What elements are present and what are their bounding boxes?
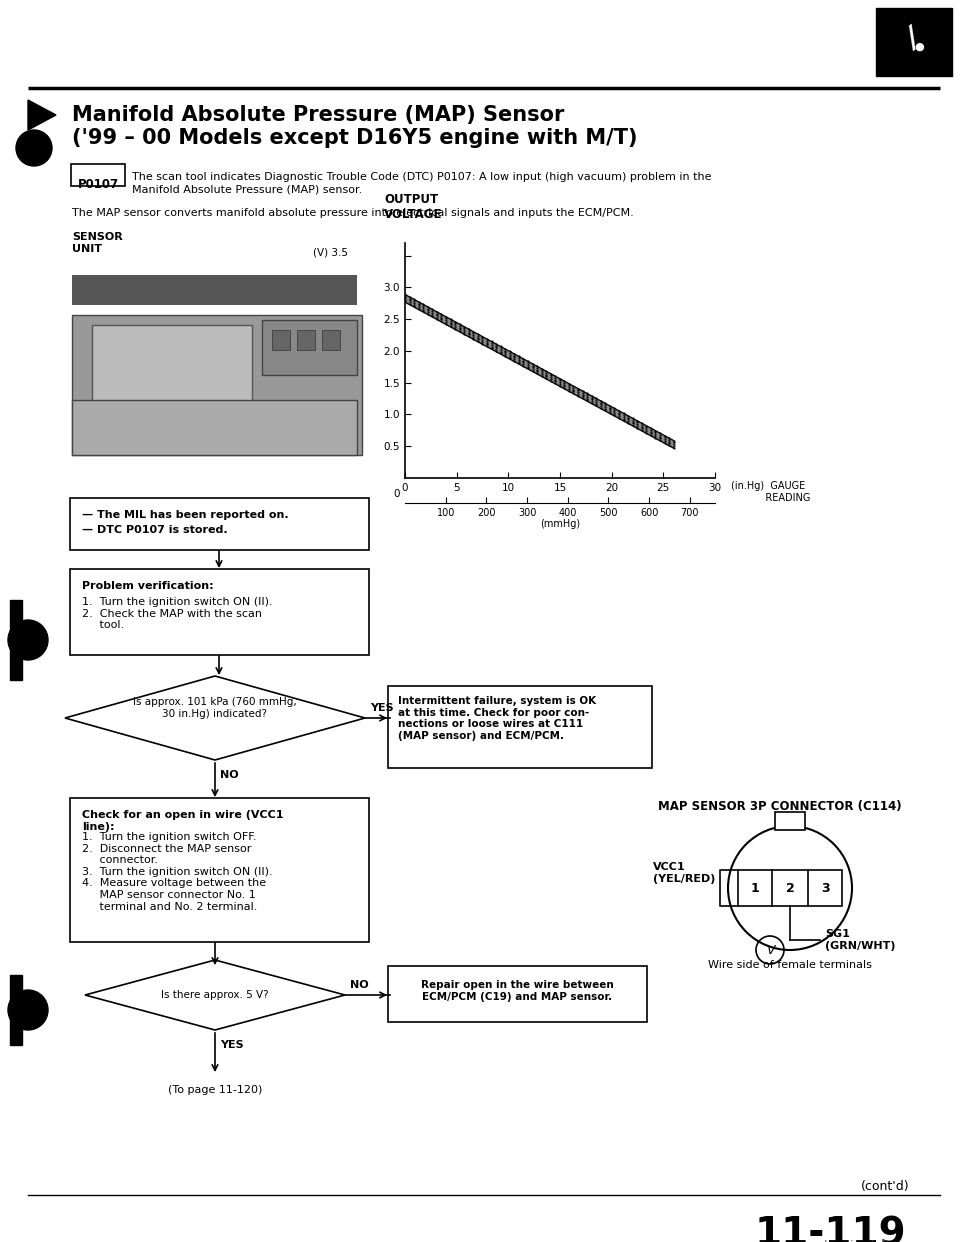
Text: SENSOR: SENSOR — [72, 232, 123, 242]
Text: Manifold Absolute Pressure (MAP) Sensor: Manifold Absolute Pressure (MAP) Sensor — [72, 106, 564, 125]
Text: YES: YES — [220, 1040, 244, 1049]
Text: 1.  Turn the ignition switch ON (II).
2.  Check the MAP with the scan
     tool.: 1. Turn the ignition switch ON (II). 2. … — [82, 597, 273, 630]
Text: VCC1
(YEL/RED): VCC1 (YEL/RED) — [653, 862, 715, 884]
Circle shape — [16, 130, 52, 166]
FancyBboxPatch shape — [738, 869, 842, 905]
Polygon shape — [876, 7, 952, 76]
Text: (V) 3.5: (V) 3.5 — [313, 247, 348, 257]
Text: (mmHg): (mmHg) — [540, 519, 580, 529]
FancyBboxPatch shape — [262, 320, 357, 375]
FancyBboxPatch shape — [70, 569, 369, 655]
FancyBboxPatch shape — [388, 966, 647, 1022]
FancyBboxPatch shape — [388, 686, 652, 768]
Text: 0: 0 — [394, 489, 399, 499]
Text: 11-119: 11-119 — [755, 1215, 906, 1242]
Text: MAP SENSOR 3P CONNECTOR (C114): MAP SENSOR 3P CONNECTOR (C114) — [659, 800, 901, 814]
Text: NO: NO — [220, 770, 239, 780]
Text: (in.Hg)  GAUGE
           READING: (in.Hg) GAUGE READING — [731, 481, 810, 503]
Polygon shape — [10, 600, 22, 681]
FancyBboxPatch shape — [70, 799, 369, 941]
Text: 3: 3 — [821, 882, 829, 894]
Text: YES: YES — [370, 703, 394, 713]
Text: (cont'd): (cont'd) — [861, 1180, 910, 1194]
Text: ('99 – 00 Models except D16Y5 engine with M/T): ('99 – 00 Models except D16Y5 engine wit… — [72, 128, 637, 148]
Text: carmanualsonline.info: carmanualsonline.info — [768, 1240, 892, 1242]
Text: 1: 1 — [751, 882, 759, 894]
Text: Manifold Absolute Pressure (MAP) sensor.: Manifold Absolute Pressure (MAP) sensor. — [132, 184, 362, 194]
FancyBboxPatch shape — [297, 330, 315, 350]
Text: 1.  Turn the ignition switch OFF.
2.  Disconnect the MAP sensor
     connector.
: 1. Turn the ignition switch OFF. 2. Disc… — [82, 832, 273, 912]
Text: Intermittent failure, system is OK
at this time. Check for poor con-
nections or: Intermittent failure, system is OK at th… — [398, 696, 596, 740]
FancyBboxPatch shape — [71, 164, 125, 186]
Polygon shape — [85, 960, 345, 1030]
FancyBboxPatch shape — [322, 330, 340, 350]
Text: Is there approx. 5 V?: Is there approx. 5 V? — [161, 990, 269, 1000]
FancyBboxPatch shape — [775, 812, 805, 830]
Text: The MAP sensor converts manifold absolute pressure into electrical signals and i: The MAP sensor converts manifold absolut… — [72, 207, 634, 219]
FancyBboxPatch shape — [72, 400, 357, 455]
FancyBboxPatch shape — [70, 498, 369, 550]
Text: Check for an open in wire (VCC1
line):: Check for an open in wire (VCC1 line): — [82, 810, 283, 832]
Text: Problem verification:: Problem verification: — [82, 581, 214, 591]
FancyBboxPatch shape — [72, 274, 357, 306]
Text: /: / — [901, 25, 926, 53]
Polygon shape — [65, 676, 365, 760]
Text: OUTPUT
VOLTAGE: OUTPUT VOLTAGE — [384, 193, 443, 221]
Text: The scan tool indicates Diagnostic Trouble Code (DTC) P0107: A low input (high v: The scan tool indicates Diagnostic Troub… — [132, 171, 711, 183]
Text: UNIT: UNIT — [72, 243, 102, 255]
Text: (To page 11-120): (To page 11-120) — [168, 1086, 262, 1095]
Text: ●: ● — [914, 42, 924, 52]
Circle shape — [8, 990, 48, 1030]
Text: SG1
(GRN/WHT): SG1 (GRN/WHT) — [825, 929, 896, 951]
Text: P0107: P0107 — [78, 178, 119, 191]
FancyBboxPatch shape — [272, 330, 290, 350]
Text: — DTC P0107 is stored.: — DTC P0107 is stored. — [82, 525, 228, 535]
Polygon shape — [10, 975, 22, 1045]
FancyBboxPatch shape — [72, 315, 362, 455]
Text: Wire side of female terminals: Wire side of female terminals — [708, 960, 872, 970]
Text: Repair open in the wire between
ECM/PCM (C19) and MAP sensor.: Repair open in the wire between ECM/PCM … — [420, 980, 613, 1001]
FancyBboxPatch shape — [92, 325, 252, 425]
Circle shape — [8, 620, 48, 660]
Text: — The MIL has been reported on.: — The MIL has been reported on. — [82, 510, 289, 520]
Text: 2: 2 — [785, 882, 794, 894]
Text: NO: NO — [350, 980, 369, 990]
Text: Is approx. 101 kPa (760 mmHg,
30 in.Hg) indicated?: Is approx. 101 kPa (760 mmHg, 30 in.Hg) … — [133, 697, 297, 719]
Polygon shape — [28, 101, 56, 130]
Text: V: V — [766, 944, 775, 956]
